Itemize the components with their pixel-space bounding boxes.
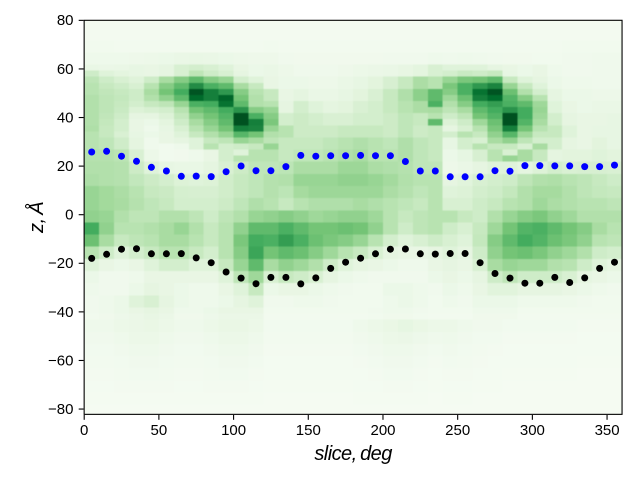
svg-text:z, Å: z, Å [25,202,48,234]
svg-text:−40: −40 [48,304,73,321]
svg-text:0: 0 [65,207,73,224]
svg-text:100: 100 [221,422,246,439]
svg-text:50: 50 [151,422,168,439]
svg-text:0: 0 [80,422,88,439]
svg-text:slice, deg: slice, deg [314,443,392,465]
svg-text:350: 350 [595,422,620,439]
svg-text:60: 60 [57,61,74,78]
svg-text:−60: −60 [48,352,73,369]
svg-text:200: 200 [370,422,395,439]
svg-text:150: 150 [296,422,321,439]
svg-text:−20: −20 [48,255,73,272]
svg-text:−80: −80 [48,401,73,418]
svg-text:80: 80 [57,12,74,29]
svg-text:20: 20 [57,158,74,175]
svg-text:40: 40 [57,109,74,126]
svg-text:250: 250 [445,422,470,439]
svg-text:300: 300 [520,422,545,439]
